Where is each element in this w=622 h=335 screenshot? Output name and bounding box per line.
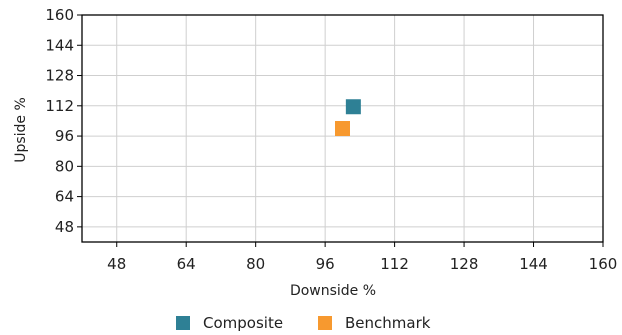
- x-tick-label: 160: [589, 255, 618, 273]
- x-axis-label: Downside %: [290, 283, 376, 299]
- composite-point: [345, 99, 361, 115]
- data-points: [335, 99, 361, 136]
- legend-swatch-composite: [176, 316, 190, 330]
- x-tick-label: 80: [246, 255, 265, 273]
- y-tick-label: 144: [45, 36, 74, 54]
- grid-lines: [82, 14, 604, 242]
- y-tick-label: 96: [55, 127, 74, 145]
- x-tick-label: 112: [380, 255, 409, 273]
- x-tick-label: 144: [519, 255, 548, 273]
- legend: Composite Benchmark: [176, 314, 431, 332]
- y-tick-label: 64: [55, 188, 74, 206]
- x-axis-ticks: 48 64 80 96 112 128 144 160: [107, 242, 617, 273]
- y-axis-label: Upside %: [13, 97, 29, 163]
- y-tick-label: 48: [55, 218, 74, 236]
- y-tick-label: 128: [45, 67, 74, 85]
- x-tick-label: 64: [177, 255, 196, 273]
- y-axis-ticks: 48 64 80 96 112 128 144 160: [45, 6, 82, 236]
- x-tick-label: 48: [107, 255, 126, 273]
- plot-area: [81, 14, 604, 243]
- y-tick-label: 112: [45, 97, 74, 115]
- legend-label-composite: Composite: [203, 314, 283, 332]
- y-tick-label: 80: [55, 157, 74, 175]
- legend-label-benchmark: Benchmark: [345, 314, 431, 332]
- legend-swatch-benchmark: [318, 316, 332, 330]
- x-tick-label: 96: [316, 255, 335, 273]
- plot-border: [81, 14, 604, 243]
- benchmark-point: [335, 121, 350, 136]
- x-tick-label: 128: [450, 255, 479, 273]
- y-tick-label: 160: [45, 6, 74, 24]
